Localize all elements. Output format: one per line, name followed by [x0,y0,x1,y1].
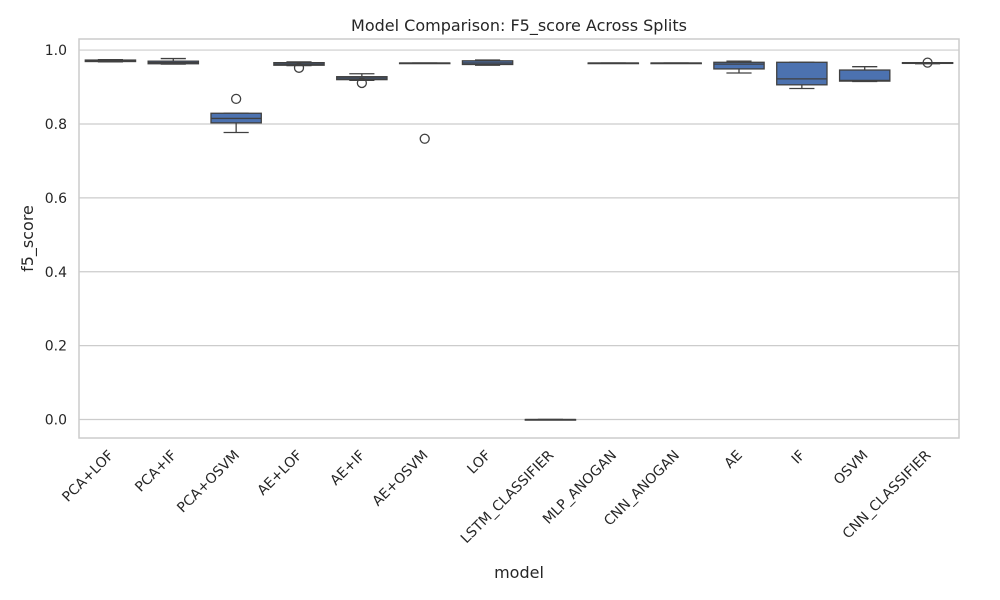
x-tick-label: AE+LOF [255,448,306,499]
x-tick-label: PCA+IF [132,448,180,496]
box-cnn-anogan [650,62,702,65]
y-tick-label: 0.6 [45,191,67,207]
y-tick-label: 0.8 [45,117,67,133]
chart-title: Model Comparison: F5_score Across Splits [351,16,687,36]
box-body [776,61,828,86]
box-ae-lof [273,61,325,73]
x-axis-label: model [494,563,544,582]
y-tick-label: 0.2 [45,339,67,355]
outlier-point [356,77,368,89]
box-mlp-anogan [587,62,640,65]
y-axis-label: f5_score [18,205,38,272]
x-tick-label: PCA+LOF [59,448,117,506]
x-tick-label: IF [789,448,809,468]
box-ae [713,60,765,74]
box-lof [461,59,514,66]
x-tick-label: OSVM [831,448,872,489]
y-tick-label: 0.4 [45,265,67,281]
boxes [84,57,954,421]
outlier-point [419,133,430,144]
box-cnn-classifier [901,57,954,68]
x-tick-label: PCA+OSVM [174,448,243,517]
box-pca-lof [84,59,137,63]
x-tick-label: LOF [464,448,494,478]
box-ae-if [336,73,388,89]
box-lstm-classifier [524,418,577,421]
box-ae-osvm [398,62,451,144]
box-pca-osvm [210,93,262,134]
x-tick-label: AE+IF [327,448,368,489]
y-tick-labels: 0.0 0.2 0.4 0.6 0.8 1.0 [45,43,67,428]
x-tick-label: AE+OSVM [370,448,432,510]
plot-frame [78,38,960,439]
box-osvm [838,66,891,83]
y-tick-label: 1.0 [45,43,67,59]
box-body [838,69,891,82]
box-body [713,61,765,70]
outlier-point [922,57,933,68]
box-if [776,61,828,90]
box-pca-if [147,57,200,65]
gridlines [79,49,959,421]
outlier-point [293,62,305,73]
y-tick-label: 0.0 [45,413,67,429]
outlier-point [230,93,242,104]
x-tick-label: AE [721,448,745,472]
